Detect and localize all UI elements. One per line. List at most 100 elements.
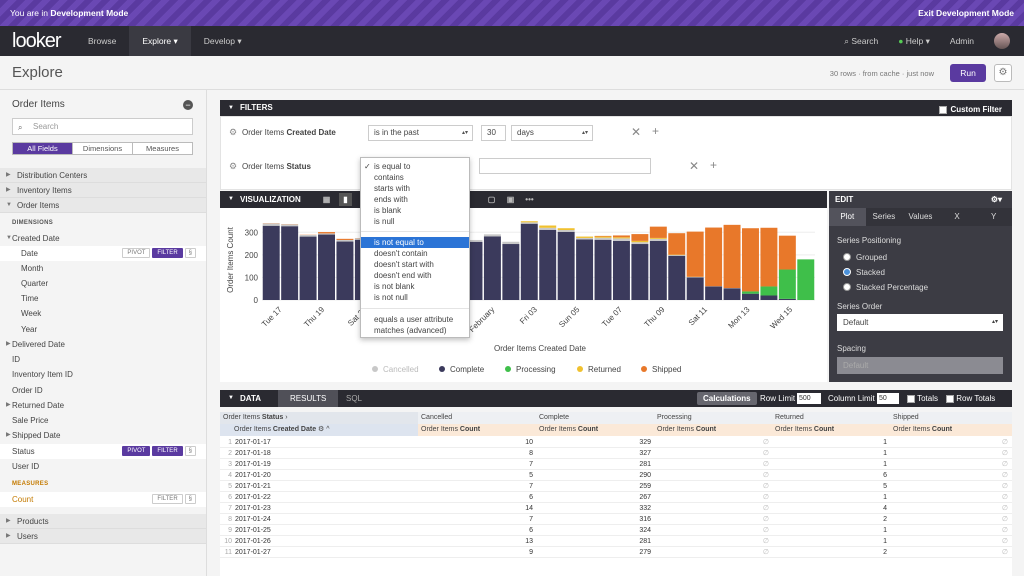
bar-segment-shipped[interactable] [742, 228, 759, 292]
field-created-date-date[interactable]: Date PIVOT FILTER § [0, 246, 206, 261]
tab-measures[interactable]: Measures [133, 143, 192, 154]
single-value-icon[interactable] [472, 193, 485, 206]
field-inventory-item-id[interactable]: Inventory Item ID [12, 370, 73, 379]
dropdown-option[interactable]: is not blank [374, 282, 415, 291]
dim-group-created-date[interactable]: ▼ Created Date [6, 234, 60, 243]
filter-button[interactable]: FILTER [152, 494, 183, 504]
tab-plot[interactable]: Plot [829, 208, 866, 226]
pivot-button[interactable]: PIVOT [122, 446, 151, 456]
bar-segment-complete[interactable] [723, 288, 741, 300]
bar-segment-complete[interactable] [502, 244, 520, 300]
bar-segment-cancelled[interactable] [336, 239, 354, 242]
tab-x[interactable]: X [954, 212, 960, 221]
gear-icon[interactable]: ⚙ [229, 161, 238, 171]
bar-segment-returned[interactable] [612, 237, 630, 239]
filters-header[interactable]: ▼ FILTERS Custom Filter [220, 100, 1012, 116]
bar-segment-cancelled[interactable] [520, 222, 538, 224]
bar-segment-cancelled[interactable] [612, 238, 630, 241]
info-icon[interactable]: § [184, 446, 196, 456]
add-filter-icon[interactable]: + [652, 124, 660, 138]
field-id[interactable]: ID [12, 355, 20, 364]
bar-segment-returned[interactable] [520, 221, 538, 223]
bar-segment-shipped[interactable] [705, 227, 723, 287]
view-distribution-centers[interactable]: ▶ Distribution Centers [0, 168, 206, 183]
view-inventory-items[interactable]: ▶ Inventory Items [0, 183, 206, 198]
filter-operator-select[interactable]: is in the past ▴▾ [368, 125, 473, 141]
nav-search[interactable]: ⌕ Search [844, 35, 879, 46]
field-order-id[interactable]: Order ID [12, 386, 43, 395]
field-created-date-quarter[interactable]: Quarter [21, 279, 49, 288]
user-avatar[interactable] [994, 33, 1010, 49]
field-created-date-year[interactable]: Year [21, 325, 38, 334]
bar-segment-shipped[interactable] [668, 233, 686, 255]
field-search-input[interactable]: ⌕ Search [12, 118, 193, 135]
totals-toggle[interactable]: Totals [907, 390, 938, 407]
dropdown-option[interactable]: ✓ is equal to [364, 162, 411, 171]
dropdown-option[interactable]: doesn't start with [374, 260, 434, 269]
dropdown-option[interactable]: is null [374, 217, 395, 226]
measure-header-processing[interactable]: Order Items Count [654, 424, 772, 436]
bar-segment-complete[interactable] [668, 255, 686, 300]
dim-group-delivered-date[interactable]: ▶ Delivered Date [6, 340, 65, 349]
pivot-button[interactable]: PIVOT [122, 248, 151, 258]
spacing-input[interactable]: Default [837, 357, 1003, 374]
bar-segment-complete[interactable] [483, 236, 501, 300]
dimension-column-header[interactable]: Order Items Created Date ⚙ ^ [220, 424, 418, 436]
bar-segment-complete[interactable] [649, 240, 667, 300]
tab-results[interactable]: RESULTS [278, 390, 339, 407]
looker-logo[interactable]: looker [12, 29, 61, 52]
legend-item[interactable]: Cancelled [383, 365, 419, 374]
series-order-select[interactable]: Default ▴▾ [837, 314, 1003, 331]
bar-segment-cancelled[interactable] [594, 237, 612, 240]
bar-segment-complete[interactable] [705, 286, 723, 300]
legend-item[interactable]: Complete [450, 365, 485, 374]
collapse-triangle-icon[interactable]: ▼ [228, 395, 234, 401]
bar-segment-complete[interactable] [612, 240, 630, 300]
field-user-id[interactable]: User ID [12, 462, 40, 471]
bar-segment-cancelled[interactable] [318, 233, 335, 235]
dropdown-option[interactable]: matches (advanced) [374, 326, 447, 335]
bar-segment-shipped[interactable] [686, 231, 704, 277]
nav-browse[interactable]: Browse [88, 36, 117, 46]
dropdown-option[interactable]: starts with [374, 184, 411, 193]
radio-grouped[interactable] [843, 253, 851, 261]
bar-segment-complete[interactable] [631, 244, 649, 300]
table-chart-icon[interactable]: ▦ [322, 195, 331, 204]
bar-segment-complete[interactable] [262, 225, 280, 300]
legend-item[interactable]: Shipped [652, 365, 681, 374]
bar-segment-shipped[interactable] [336, 238, 354, 240]
gear-icon[interactable]: ⚙ ^ [318, 426, 330, 433]
measure-header-cancelled[interactable]: Order Items Count [418, 424, 536, 436]
bar-segment-processing[interactable] [778, 269, 796, 299]
bar-segment-processing[interactable] [797, 259, 815, 300]
dropdown-option[interactable]: contains [374, 173, 404, 182]
bar-segment-complete[interactable] [760, 295, 778, 300]
row-limit-input[interactable]: 500 [797, 393, 821, 404]
info-icon[interactable]: § [184, 248, 196, 258]
bar-segment-shipped[interactable] [649, 226, 667, 238]
bar-segment-complete[interactable] [539, 229, 557, 300]
radio-stacked-percentage[interactable] [843, 283, 851, 291]
more-icon[interactable]: ▢ [487, 195, 496, 204]
bar-segment-shipped[interactable] [594, 235, 612, 237]
tab-dimensions[interactable]: Dimensions [73, 143, 133, 154]
dropdown-option[interactable]: is not null [374, 293, 408, 302]
bar-segment-cancelled[interactable] [262, 223, 280, 226]
filter-unit-select[interactable]: days ▴▾ [511, 125, 593, 141]
bar-segment-complete[interactable] [742, 293, 759, 300]
bar-segment-complete[interactable] [576, 239, 594, 300]
bar-segment-shipped[interactable] [778, 235, 796, 270]
info-icon[interactable]: § [184, 494, 196, 504]
view-users[interactable]: ▶ Users [0, 529, 206, 544]
tab-sql[interactable]: SQL [346, 394, 363, 403]
tab-y[interactable]: Y [991, 212, 997, 221]
dropdown-option[interactable]: is blank [374, 206, 402, 215]
tab-all-fields[interactable]: All Fields [13, 143, 73, 154]
measure-header-shipped[interactable]: Order Items Count [890, 424, 1012, 436]
ellipsis-icon[interactable]: ••• [525, 195, 534, 204]
bar-segment-processing[interactable] [760, 286, 778, 296]
remove-filter-icon[interactable]: ✕ [631, 125, 642, 139]
bar-segment-returned[interactable] [649, 237, 667, 239]
bar-segment-complete[interactable] [686, 277, 704, 300]
measure-header-returned[interactable]: Order Items Count [772, 424, 890, 436]
